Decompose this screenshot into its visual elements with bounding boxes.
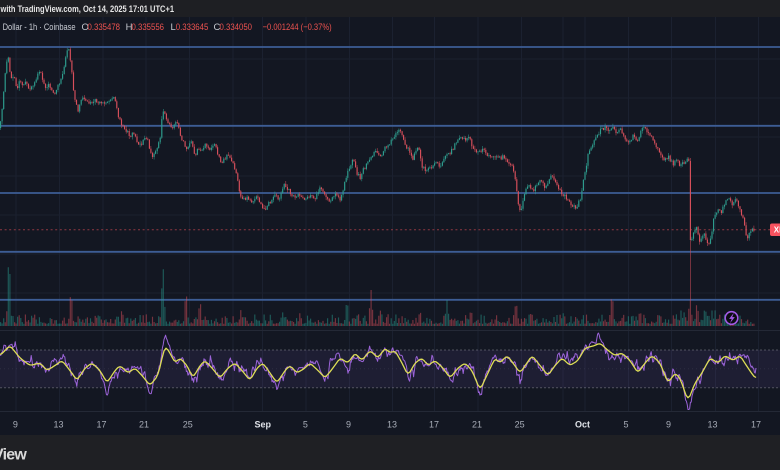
svg-text:25: 25 xyxy=(515,420,525,430)
svg-text:with TradingView.com, Oct 14,: with TradingView.com, Oct 14, 2025 17:01… xyxy=(0,4,175,15)
svg-text:XL: XL xyxy=(774,226,780,235)
svg-text:9: 9 xyxy=(666,420,671,430)
svg-text:Oct: Oct xyxy=(575,420,590,430)
svg-text:13: 13 xyxy=(53,420,63,430)
svg-text:21: 21 xyxy=(139,420,149,430)
svg-text:25: 25 xyxy=(183,420,193,430)
svg-text:17: 17 xyxy=(96,420,106,430)
svg-text:13: 13 xyxy=(707,420,717,430)
svg-text:17: 17 xyxy=(429,420,439,430)
svg-text:Sep: Sep xyxy=(254,420,271,430)
svg-text:21: 21 xyxy=(472,420,482,430)
svg-text:5: 5 xyxy=(623,420,628,430)
svg-text:View: View xyxy=(0,447,27,464)
svg-text:9: 9 xyxy=(13,420,18,430)
svg-text:5: 5 xyxy=(303,420,308,430)
svg-text:13: 13 xyxy=(387,420,397,430)
svg-text:9: 9 xyxy=(346,420,351,430)
svg-text:17: 17 xyxy=(751,420,761,430)
